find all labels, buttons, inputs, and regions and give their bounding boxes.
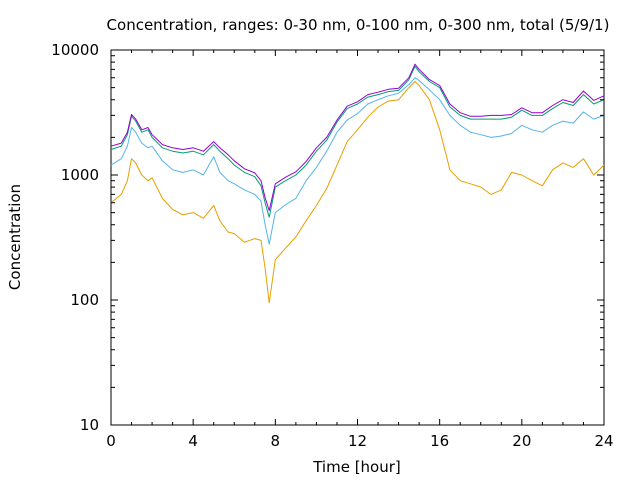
x-tick-label: 20: [512, 432, 531, 450]
x-tick-label: 8: [271, 432, 281, 450]
y-axis-label: Concentration: [6, 184, 24, 290]
x-tick-label: 24: [594, 432, 613, 450]
x-axis-label: Time [hour]: [312, 458, 401, 476]
x-tick-label: 0: [106, 432, 116, 450]
series-line-3: [110, 63, 605, 211]
x-tick-label: 4: [188, 432, 198, 450]
y-tick-label: 1000: [61, 166, 99, 184]
series-line-2: [110, 65, 605, 218]
chart-title: Concentration, ranges: 0-30 nm, 0-100 nm…: [107, 16, 610, 34]
plot-frame: [110, 49, 605, 426]
x-tick-label: 16: [430, 432, 449, 450]
y-tick-label: 100: [70, 291, 99, 309]
series-line-0: [110, 81, 605, 304]
x-tick-label: 12: [348, 432, 367, 450]
y-tick-label: 10000: [51, 41, 99, 59]
y-tick-label: 10: [80, 416, 99, 434]
tick-layer: 0 4 8 12 16 20 24 10 100 1000 10000: [51, 41, 613, 450]
series-line-1: [110, 77, 605, 245]
plot-area: [110, 49, 605, 426]
series-layer: [110, 63, 605, 304]
